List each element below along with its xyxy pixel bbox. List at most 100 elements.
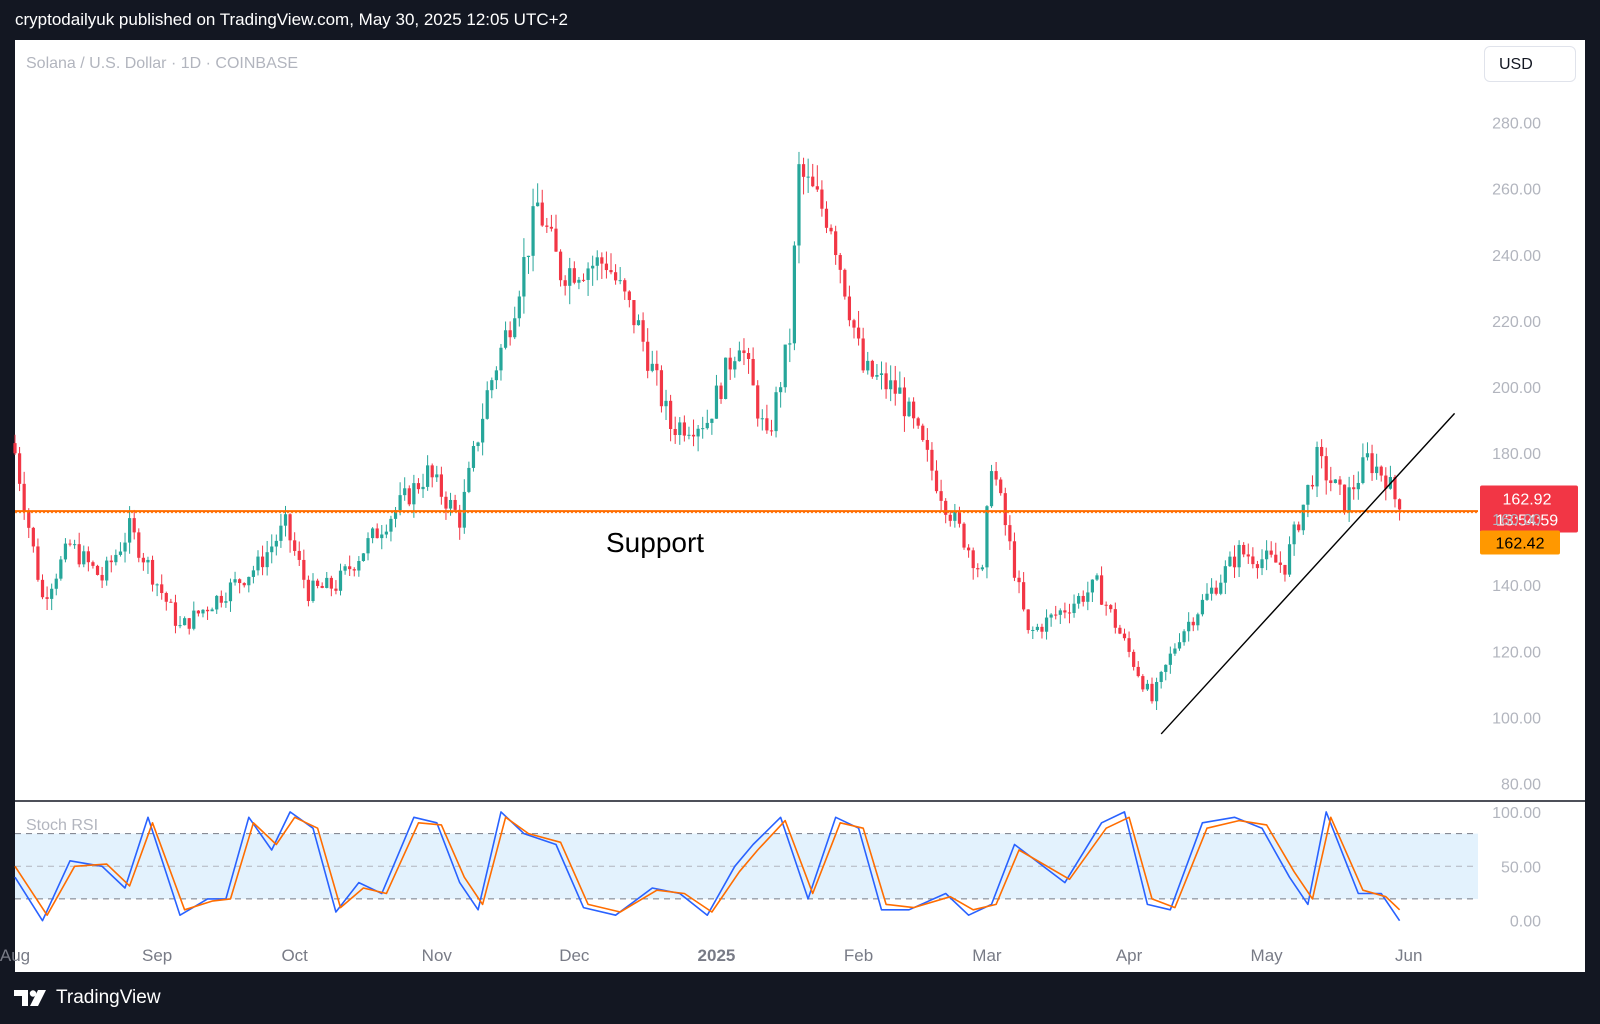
candle-body [403,488,407,496]
candle-body [1049,614,1053,618]
candle-body [962,523,966,548]
candle-body [921,425,925,440]
candle-body [1081,595,1085,602]
candle-body [481,418,485,443]
candle-body [902,387,907,417]
candle-body [325,577,329,588]
candle-body [132,518,136,533]
candle-body [1379,466,1383,476]
candle-body [1104,604,1108,606]
candle-body [1361,457,1365,483]
y-axis-tick-label: 120.00 [1492,644,1541,661]
candle-body [710,418,714,423]
candle-body [260,556,265,568]
y-axis-tick-label: 160.00 [1492,512,1541,529]
candle-body [508,330,512,338]
candle-body [572,268,576,283]
candle-body [545,225,549,227]
candle-body [1022,582,1026,610]
candle-body [306,579,311,602]
x-axis-tick-label: Apr [1116,946,1143,965]
stoch-k-line [14,811,1401,922]
candle-body [31,527,35,547]
candle-body [476,442,480,447]
candle-body [370,528,375,539]
candle-body [944,500,948,515]
y-axis-tick-label: 260.00 [1492,182,1541,199]
candle-body [1200,599,1205,615]
candle-body [1026,609,1030,631]
candle-body [137,532,141,558]
candle-body [123,542,127,552]
publisher-header: cryptodailyuk published on TradingView.c… [15,10,568,29]
candle-body [458,509,462,528]
stoch-d-line [14,816,1401,917]
candle-body [315,580,320,586]
candle-body [82,551,86,565]
candle-body [95,565,100,575]
candle-body [329,577,333,589]
candle-body [1003,493,1007,526]
candle-body [1035,626,1039,630]
candle-body [687,434,691,436]
candle-body [233,579,237,583]
candle-body [297,550,301,560]
candle-body [334,588,338,591]
candle-body [586,268,590,280]
candle-body [68,543,72,545]
candle-body [934,470,939,492]
candle-body [503,330,508,348]
stoch-rsi-label: Stoch RSI [26,817,98,834]
candle-body [59,559,63,579]
candle-body [1209,587,1214,594]
candle-body [742,350,746,354]
candle-body [765,418,769,431]
candle-body [1375,466,1379,474]
candle-body [875,374,879,377]
candle-body [270,546,274,553]
tradingview-brand: TradingView [56,987,161,1008]
candle-body [852,320,856,328]
candle-body [843,269,847,297]
y-axis-tick-label: 240.00 [1492,248,1541,265]
y-axis-tick-label: 140.00 [1492,578,1541,595]
candle-body [985,506,989,568]
candle-body [338,570,343,591]
candle-body [609,270,613,273]
candle-body [1287,544,1292,575]
candle-body [829,227,833,232]
candle-body [797,164,801,246]
candle-body [1145,683,1150,690]
candle-body [563,280,567,286]
candle-body [627,291,631,301]
candle-body [682,422,686,436]
candle-body [238,579,242,584]
rsi-axis-tick-label: 50.00 [1501,859,1541,876]
candle-body [1315,446,1319,487]
candle-body [540,202,544,226]
candle-body [779,387,783,393]
candle-body [164,593,168,602]
tradingview-logo[interactable]: TradingView [14,987,161,1009]
candle-body [380,534,384,539]
y-axis-tick-label: 180.00 [1492,446,1541,463]
candle-body [811,176,815,187]
currency-button[interactable]: USD [1484,46,1576,82]
last-price-value: 162.92 [1503,491,1552,508]
candle-body [1333,479,1337,483]
candle-body [999,479,1003,494]
candle-body [953,511,957,521]
candle-body [801,164,806,177]
candle-body [1113,609,1117,628]
candle-body [499,347,503,371]
candle-body [806,176,810,178]
candle-body [957,511,962,524]
x-axis-tick-label: Nov [422,946,453,965]
candle-body [673,429,677,436]
candle-body [1141,676,1145,690]
candle-body [302,559,306,580]
candle-body [549,226,554,229]
candle-body [930,449,934,471]
candle-body [279,525,283,541]
candle-body [471,446,476,468]
